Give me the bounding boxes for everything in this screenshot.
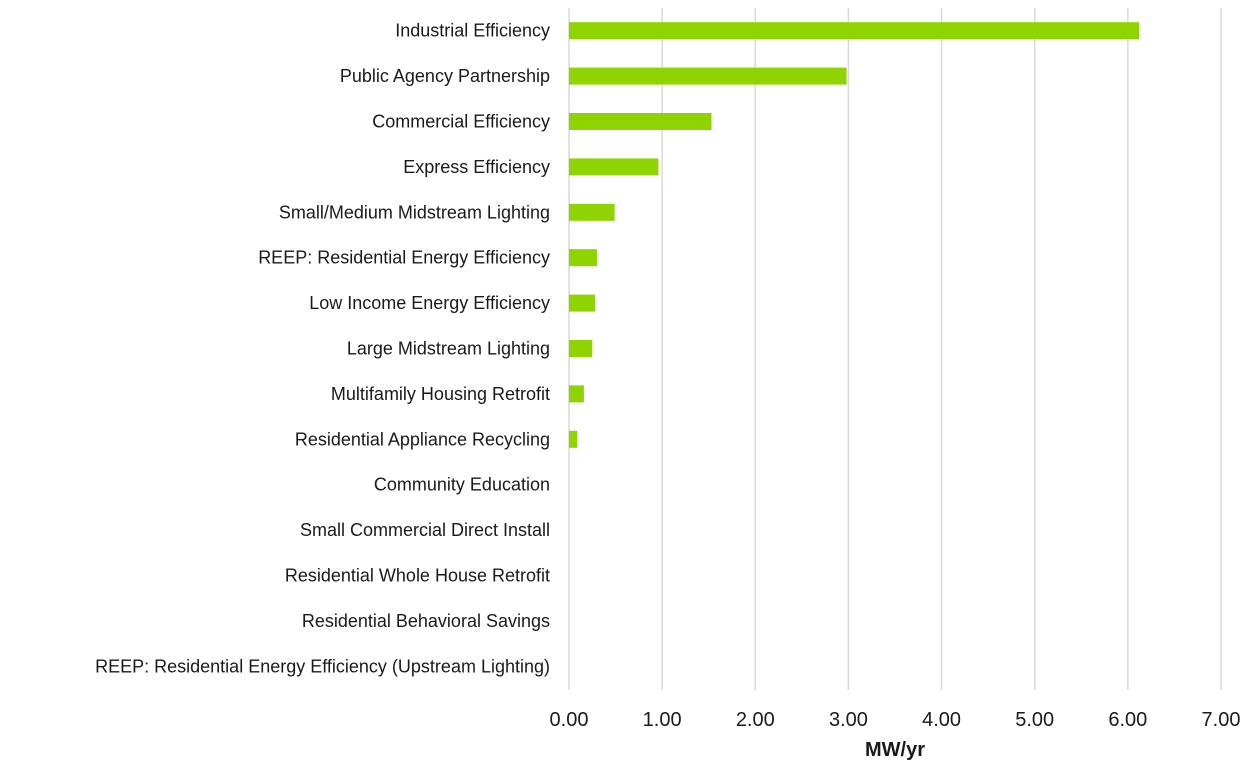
bar <box>569 113 712 130</box>
bar <box>569 294 596 312</box>
category-label: REEP: Residential Energy Efficiency <box>258 248 550 268</box>
x-tick-label: 6.00 <box>1108 709 1147 731</box>
x-tick-labels: 0.00 1.00 2.00 3.00 4.00 5.00 6.00 7.00 <box>550 709 1241 731</box>
x-tick-label: 4.00 <box>922 709 961 731</box>
bar <box>569 430 578 448</box>
bars <box>569 22 1140 448</box>
bar <box>569 67 847 85</box>
bar <box>569 203 615 221</box>
category-label: REEP: Residential Energy Efficiency (Ups… <box>95 656 550 676</box>
category-label: Industrial Efficiency <box>395 21 550 41</box>
bar <box>569 385 584 403</box>
category-label: Residential Whole House Retrofit <box>285 566 550 586</box>
bar <box>569 158 659 176</box>
category-label: Small/Medium Midstream Lighting <box>279 202 550 222</box>
bar <box>569 22 1140 40</box>
category-label: Large Midstream Lighting <box>347 339 550 359</box>
category-label: Public Agency Partnership <box>340 66 550 86</box>
category-labels: Industrial Efficiency Public Agency Partn… <box>95 21 550 677</box>
x-axis-title: MW/yr <box>865 739 925 761</box>
category-label: Low Income Energy Efficiency <box>309 293 550 313</box>
bar <box>569 249 597 267</box>
gridlines <box>568 8 1222 690</box>
x-tick-label: 5.00 <box>1015 709 1054 731</box>
category-label: Express Efficiency <box>403 157 550 177</box>
category-label: Small Commercial Direct Install <box>300 520 550 540</box>
x-tick-label: 0.00 <box>550 709 589 731</box>
category-label: Multifamily Housing Retrofit <box>331 384 550 404</box>
category-label: Residential Appliance Recycling <box>295 429 550 449</box>
category-label: Residential Behavioral Savings <box>302 611 550 631</box>
x-tick-label: 1.00 <box>643 709 682 731</box>
category-label: Commercial Efficiency <box>372 112 550 132</box>
category-label: Community Education <box>374 475 550 495</box>
x-tick-label: 7.00 <box>1202 709 1241 731</box>
x-tick-label: 2.00 <box>736 709 775 731</box>
x-tick-label: 3.00 <box>829 709 868 731</box>
bar <box>569 340 593 357</box>
